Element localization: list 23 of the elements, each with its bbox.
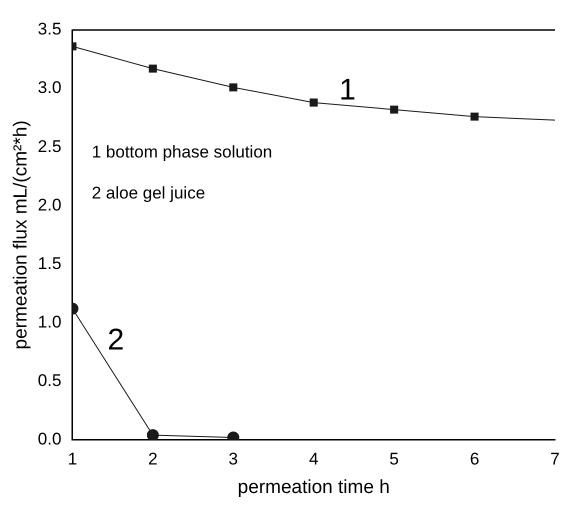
y-tick-label: 1.5 <box>38 254 62 273</box>
y-tick-label: 2.0 <box>38 195 62 214</box>
y-tick-label: 1.0 <box>38 312 62 332</box>
x-tick-label: 1 <box>68 450 78 469</box>
x-tick-label: 7 <box>550 450 560 469</box>
y-tick-label: 0.0 <box>38 429 62 448</box>
x-tick-label: 5 <box>389 450 399 469</box>
y-tick-label: 3.5 <box>38 20 62 39</box>
x-tick-label: 4 <box>308 450 318 469</box>
x-axis-title: permeation time h <box>238 476 390 498</box>
x-tick-label: 2 <box>148 450 158 469</box>
y-tick-label: 2.5 <box>38 136 62 156</box>
x-tick-label: 3 <box>228 450 238 469</box>
annotation: 1 <box>339 74 356 107</box>
annotation: 2 aloe gel juice <box>92 184 206 203</box>
y-axis-title: permeation flux mL/(cm²*h) <box>10 120 32 350</box>
point <box>146 429 159 440</box>
y-tick-label: 3.0 <box>38 78 62 98</box>
y-tick-label: 0.5 <box>38 370 62 390</box>
x-tick-label: 6 <box>470 450 480 469</box>
annotation: 2 <box>108 324 124 357</box>
annotation: 1 bottom phase solution <box>92 142 272 162</box>
point <box>310 98 318 107</box>
